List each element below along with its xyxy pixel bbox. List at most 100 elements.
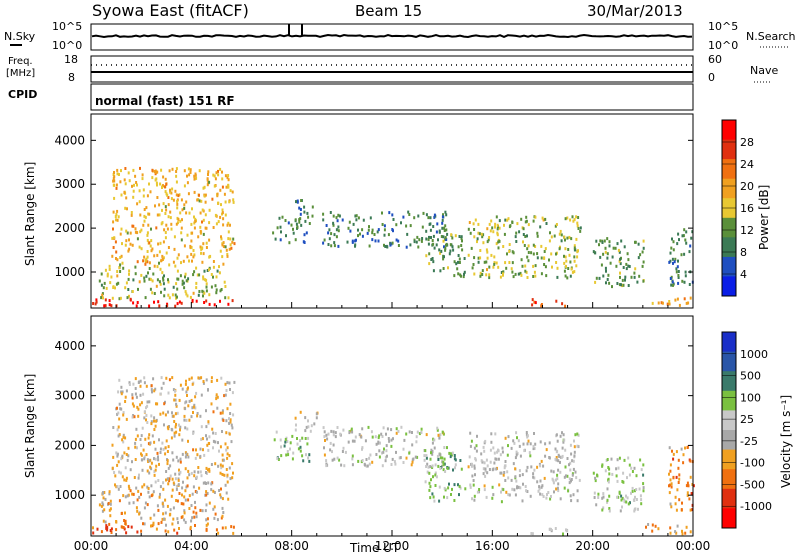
heatmap-cell: [280, 445, 282, 449]
heatmap-cell: [555, 478, 557, 482]
heatmap-cell: [495, 242, 498, 246]
heatmap-cell: [157, 522, 160, 526]
heatmap-cell: [127, 288, 130, 291]
heatmap-cell: [683, 228, 686, 232]
heatmap-cell: [633, 499, 636, 502]
heatmap-cell: [136, 260, 139, 264]
heatmap-cell: [127, 525, 130, 529]
heatmap-cell: [560, 233, 563, 237]
heatmap-cell: [335, 228, 338, 232]
colorbar-segment: [722, 351, 736, 372]
heatmap-cell: [622, 471, 625, 475]
heatmap-cell: [215, 222, 218, 226]
heatmap-cell: [617, 248, 620, 252]
heatmap-cell: [188, 494, 191, 498]
heatmap-cell: [480, 459, 483, 463]
heatmap-cell: [445, 228, 448, 232]
heatmap-cell: [618, 259, 621, 263]
heatmap-cell: [185, 418, 188, 422]
heatmap-cell: [499, 471, 502, 475]
heatmap-cell: [122, 526, 125, 529]
heatmap-cell: [177, 478, 180, 482]
heatmap-cell: [604, 246, 607, 250]
heatmap-cell: [164, 190, 167, 194]
heatmap-cell: [525, 215, 528, 219]
heatmap-cell: [626, 252, 629, 256]
heatmap-cell: [524, 220, 527, 224]
heatmap-cell: [177, 217, 180, 221]
heatmap-cell: [197, 235, 200, 239]
heatmap-cell: [382, 426, 385, 430]
heatmap-cell: [174, 472, 177, 476]
heatmap-cell: [408, 430, 411, 434]
heatmap-cell: [353, 439, 356, 443]
colorbar-frame: [721, 331, 737, 529]
heatmap-cell: [482, 472, 485, 476]
heatmap-cell: [450, 493, 452, 496]
heatmap-cell: [294, 238, 297, 242]
heatmap-cell: [551, 265, 553, 269]
heatmap-cell: [183, 418, 186, 422]
heatmap-cell: [668, 491, 671, 495]
heatmap-cell: [143, 506, 146, 510]
heatmap-cell: [153, 264, 156, 268]
heatmap-cell: [218, 271, 221, 275]
heatmap-cell: [677, 270, 680, 273]
heatmap-cell: [278, 216, 281, 220]
heatmap-cell: [409, 224, 412, 228]
heatmap-cell: [458, 235, 461, 238]
heatmap-cell: [598, 243, 600, 247]
heatmap-cell: [131, 184, 133, 188]
heatmap-cell: [168, 513, 171, 517]
heatmap-cell: [495, 457, 498, 461]
heatmap-cell: [227, 302, 230, 306]
heatmap-cell: [173, 434, 176, 438]
heatmap-cell: [149, 287, 152, 291]
y-tick-label: 3000: [54, 177, 85, 191]
heatmap-cell: [573, 450, 576, 454]
heatmap-cell: [439, 269, 442, 273]
heatmap-cell: [162, 175, 165, 179]
heatmap-cell: [212, 507, 215, 511]
heatmap-cell: [453, 274, 456, 278]
colorbar-segment: [722, 410, 736, 431]
heatmap-cell: [203, 301, 206, 304]
heatmap-cell: [453, 454, 456, 457]
heatmap-cell: [451, 451, 454, 455]
heatmap-cell: [631, 470, 634, 473]
heatmap-cell: [526, 490, 529, 493]
heatmap-cell: [227, 178, 230, 182]
heatmap-cell: [208, 208, 211, 212]
heatmap-cell: [435, 475, 438, 479]
heatmap-cell: [159, 485, 162, 489]
heatmap-cell: [141, 426, 144, 430]
heatmap-cell: [520, 273, 523, 277]
heatmap-cell: [669, 277, 672, 280]
heatmap-cell: [173, 420, 176, 423]
heatmap-cell: [606, 252, 609, 256]
heatmap-cell: [112, 455, 115, 459]
heatmap-cell: [192, 485, 195, 489]
heatmap-cell: [493, 262, 496, 266]
heatmap-cell: [559, 470, 562, 474]
heatmap-cell: [143, 410, 146, 414]
heatmap-cell: [184, 426, 187, 430]
heatmap-cell: [529, 442, 532, 446]
heatmap-cell: [681, 501, 683, 505]
heatmap-cell: [336, 426, 339, 429]
heatmap-cell: [176, 202, 179, 206]
heatmap-cell: [131, 402, 134, 406]
heatmap-cell: [442, 239, 445, 243]
heatmap-cell: [510, 267, 513, 271]
heatmap-cell: [109, 514, 112, 518]
heatmap-cell: [194, 406, 197, 410]
heatmap-cell: [576, 499, 579, 503]
heatmap-cell: [472, 222, 475, 226]
heatmap-cell: [148, 182, 150, 186]
heatmap-cell: [214, 462, 217, 466]
heatmap-cell: [157, 479, 160, 482]
heatmap-cell: [102, 496, 105, 500]
heatmap-cell: [389, 241, 392, 245]
heatmap-cell: [603, 239, 606, 243]
heatmap-cell: [151, 168, 154, 172]
